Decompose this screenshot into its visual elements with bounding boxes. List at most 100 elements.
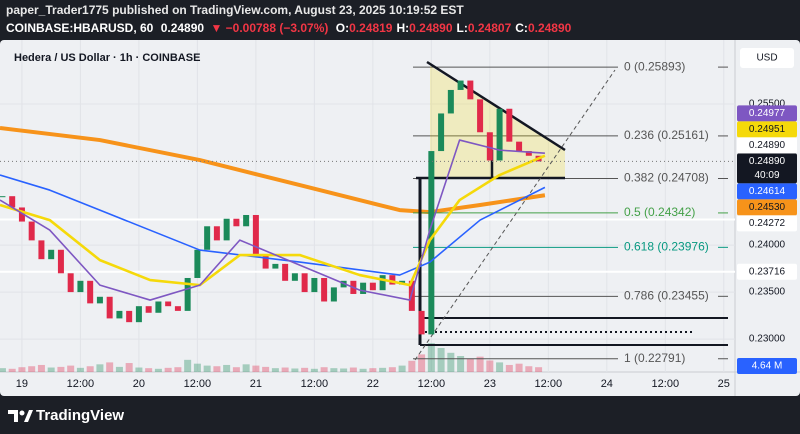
candle xyxy=(262,254,269,269)
volume-bar xyxy=(203,365,211,372)
volume-bar xyxy=(349,367,357,372)
moving-average xyxy=(0,139,545,301)
last-price-box xyxy=(737,153,797,184)
x-tick-label: 12:00 xyxy=(418,378,446,390)
price-label: 0.23716 xyxy=(749,266,786,277)
ohlc-key: H: xyxy=(396,21,409,35)
volume-bar xyxy=(291,368,299,372)
currency-button[interactable] xyxy=(740,48,794,68)
candle xyxy=(126,310,133,323)
x-tick-label: 21 xyxy=(250,378,262,390)
volume-bar xyxy=(57,366,65,372)
currency[interactable]: USD xyxy=(756,53,777,64)
candle xyxy=(77,280,84,293)
volume-bar xyxy=(37,364,45,372)
publish-info: paper_Trader1775 published on TradingVie… xyxy=(6,3,464,17)
price-label-box xyxy=(737,183,797,200)
candle xyxy=(506,108,513,142)
x-tick-label: 19 xyxy=(16,378,28,390)
volume-bar xyxy=(47,367,55,372)
ohlc-key: O: xyxy=(336,21,349,35)
price-label-box xyxy=(737,199,797,216)
brand: TradingView xyxy=(36,407,124,424)
volume-bar xyxy=(330,368,338,372)
volume-bar xyxy=(271,368,279,372)
candle xyxy=(9,196,16,208)
candle xyxy=(48,249,55,260)
volume-bar xyxy=(145,368,153,372)
fib-label: 0.786 (0.23455) xyxy=(624,288,709,302)
volume-label-box xyxy=(737,358,797,374)
candle xyxy=(516,141,523,152)
candle xyxy=(28,221,35,241)
candle xyxy=(165,301,172,307)
candle xyxy=(301,273,308,293)
price-label: 0.24977 xyxy=(749,108,786,119)
ohlc-value: 0.24890 xyxy=(528,21,572,35)
volume-bar xyxy=(515,363,523,372)
price-label: 0.24272 xyxy=(749,218,786,229)
price-label-box xyxy=(737,121,797,138)
fib-label: 0.618 (0.23976) xyxy=(624,240,709,254)
y-tick-label: 0.23000 xyxy=(749,334,786,345)
volume-bar xyxy=(252,365,260,372)
x-tick-label: 12:00 xyxy=(67,378,95,390)
candle xyxy=(213,226,220,241)
volume-bar xyxy=(320,367,328,372)
candle xyxy=(467,80,474,100)
candle xyxy=(194,249,201,278)
price-label: 0.24951 xyxy=(749,124,786,135)
last-price: 0.24890 xyxy=(161,21,205,35)
volume-bar xyxy=(437,348,445,372)
x-tick-label: 23 xyxy=(484,378,496,390)
candle xyxy=(525,151,532,156)
candle xyxy=(87,280,94,304)
volume-bar xyxy=(535,367,543,372)
countdown: 40:09 xyxy=(754,170,779,181)
price-label-box xyxy=(737,215,797,232)
ohlc-value: 0.24890 xyxy=(409,21,453,35)
volume-bar xyxy=(115,366,123,372)
change: ▼ −0.00788 (−3.07%) xyxy=(210,21,328,35)
x-tick-label: 12:00 xyxy=(301,378,329,390)
candle xyxy=(369,282,376,291)
volume-bar xyxy=(398,365,406,372)
y-tick-label: 0.25500 xyxy=(749,99,786,110)
volume-bar xyxy=(0,368,6,372)
volume-bar xyxy=(154,368,162,372)
volume-bar xyxy=(28,366,36,372)
volume-bar xyxy=(184,359,192,372)
candle xyxy=(477,99,484,133)
moving-average xyxy=(0,154,546,287)
volume-bar xyxy=(457,356,465,372)
candle xyxy=(496,108,503,161)
ohlc-key: L: xyxy=(457,21,468,35)
plot: 0 (0.25893) 0.236 (0.25161) 0.382 (0.24708… xyxy=(0,40,735,372)
candle xyxy=(272,263,279,269)
volume-bar xyxy=(447,352,455,372)
fib-label: 0 (0.25893) xyxy=(624,59,685,73)
volume-bar xyxy=(281,367,289,372)
volume-bar xyxy=(505,364,513,372)
volume-bar xyxy=(369,368,377,372)
volume-bar xyxy=(496,362,504,372)
moving-average xyxy=(0,174,546,276)
volume-bar xyxy=(106,362,114,372)
volume-bar xyxy=(340,368,348,372)
volume-bar xyxy=(223,364,231,372)
candle xyxy=(291,273,298,281)
volume-bar xyxy=(96,364,104,372)
chart-title: Hedera / US Dollar · 1h · COINBASE xyxy=(14,52,200,64)
volume-bar xyxy=(466,358,474,372)
fib-label: 0.5 (0.24342) xyxy=(624,205,695,219)
candle xyxy=(311,277,318,293)
price-label-box xyxy=(737,105,797,122)
candle xyxy=(204,226,211,250)
ohlc-key: C: xyxy=(515,21,528,35)
y-tick-label: 0.23500 xyxy=(749,287,786,298)
candle xyxy=(379,275,386,291)
candle xyxy=(243,214,250,227)
volume-bar xyxy=(86,366,94,372)
candle xyxy=(96,296,103,304)
symbol-line: COINBASE:HBARUSD, 60 0.24890 ▼ −0.00788 … xyxy=(6,21,572,35)
